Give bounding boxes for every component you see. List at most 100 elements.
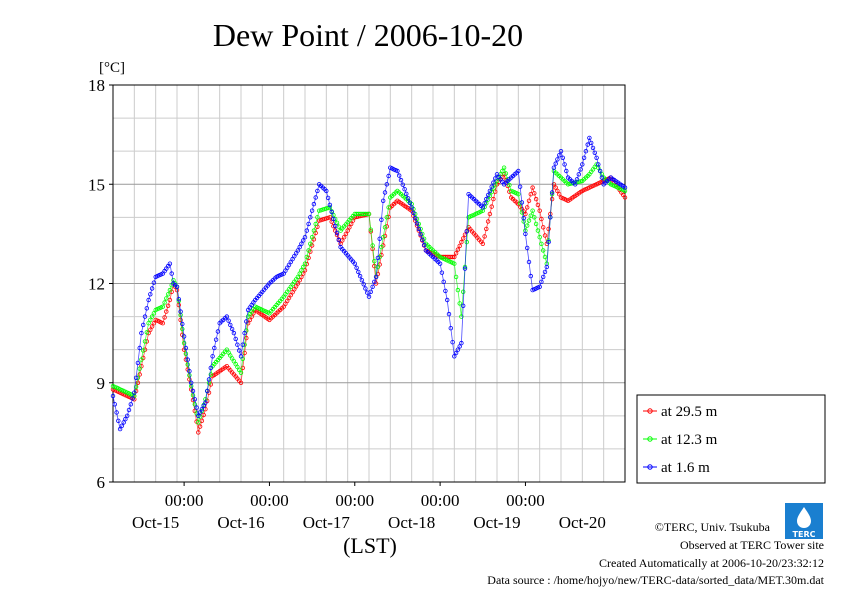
data-point [526,218,532,223]
data-point [439,270,445,275]
data-point [464,229,469,234]
data-point [375,264,381,270]
data-point [420,237,425,242]
data-point [187,369,192,374]
data-point [295,274,301,280]
y-tick-label: 12 [88,275,105,294]
data-point [594,155,599,160]
x-axis-label: (LST) [343,533,397,558]
data-point [382,225,388,230]
data-point [180,326,185,332]
data-point [199,418,205,423]
data-point [304,254,309,260]
data-point [151,321,157,326]
data-point [480,241,485,246]
data-point [313,195,318,200]
observation-site: Observed at TERC Tower site [679,538,824,552]
data-point [409,205,414,210]
data-point [400,182,405,187]
data-point [212,345,217,351]
data-point [208,365,213,371]
data-point [581,155,587,160]
data-point [491,180,496,185]
data-point [302,234,308,240]
data-point [489,204,494,209]
data-point [315,188,320,194]
data-point [542,254,548,260]
data-point [301,238,306,243]
data-point [178,309,183,314]
data-point [325,195,331,201]
chart-title: Dew Point / 2006-10-20 [213,17,523,53]
data-point [580,162,585,167]
x-tick-label: 00:00 [335,491,374,510]
data-point [331,216,336,222]
data-point [142,314,148,319]
data-point [533,221,539,227]
data-point [482,201,487,206]
data-point [295,248,301,253]
data-point [523,231,528,237]
data-point [167,297,173,303]
legend-swatch-marker [647,408,653,414]
data-point [309,234,315,240]
data-point [455,247,461,252]
data-point [525,205,530,210]
data-point [240,342,245,347]
data-point [169,271,174,276]
data-point [139,330,144,336]
data-point [327,202,333,208]
data-point [151,311,157,316]
data-point [576,172,581,177]
data-point [448,326,453,331]
data-point [535,202,541,208]
legend-label: at 12.3 m [661,432,718,448]
data-point [121,420,126,425]
axis-tick-labels: 6 9 12 15 18 00:00 00:00 00:00 00:00 00:00 Oct-15 O… [88,76,606,532]
data-point [368,289,373,294]
data-point [622,185,628,190]
data-point [315,215,320,220]
data-point [548,215,553,220]
data-point [553,161,558,166]
data-point [165,292,171,297]
data-point [384,182,389,187]
legend-label: at 1.6 m [661,460,710,476]
data-point [455,347,461,352]
data-point [235,342,240,347]
data-point [501,165,507,170]
day-label: Oct-20 [559,513,606,532]
data-point [599,175,605,180]
data-point [493,176,498,181]
data-point [188,380,194,385]
data-point [551,165,557,170]
data-point [585,142,590,147]
data-point [411,210,416,215]
data-point [229,326,235,332]
data-point [381,198,386,203]
data-point [542,233,548,238]
data-point [590,145,596,151]
data-point [135,380,141,385]
data-point [381,234,386,240]
data-point [365,211,370,217]
data-point [459,340,464,346]
data-point [149,286,155,291]
data-point [140,322,146,328]
data-point [455,287,461,293]
y-tick-label: 9 [97,374,106,393]
data-point [238,380,244,385]
data-point [183,351,189,356]
data-point [532,191,537,196]
data-source: Data source : /home/hojyo/new/TERC-data/… [487,573,824,587]
data-point [192,402,197,407]
data-point [589,140,594,146]
data-point [516,168,521,174]
data-point [160,321,165,326]
data-point [525,223,530,228]
data-point [117,426,123,432]
data-point [537,234,542,240]
data-point [196,413,201,418]
data-point [226,318,231,323]
data-point [526,259,532,265]
